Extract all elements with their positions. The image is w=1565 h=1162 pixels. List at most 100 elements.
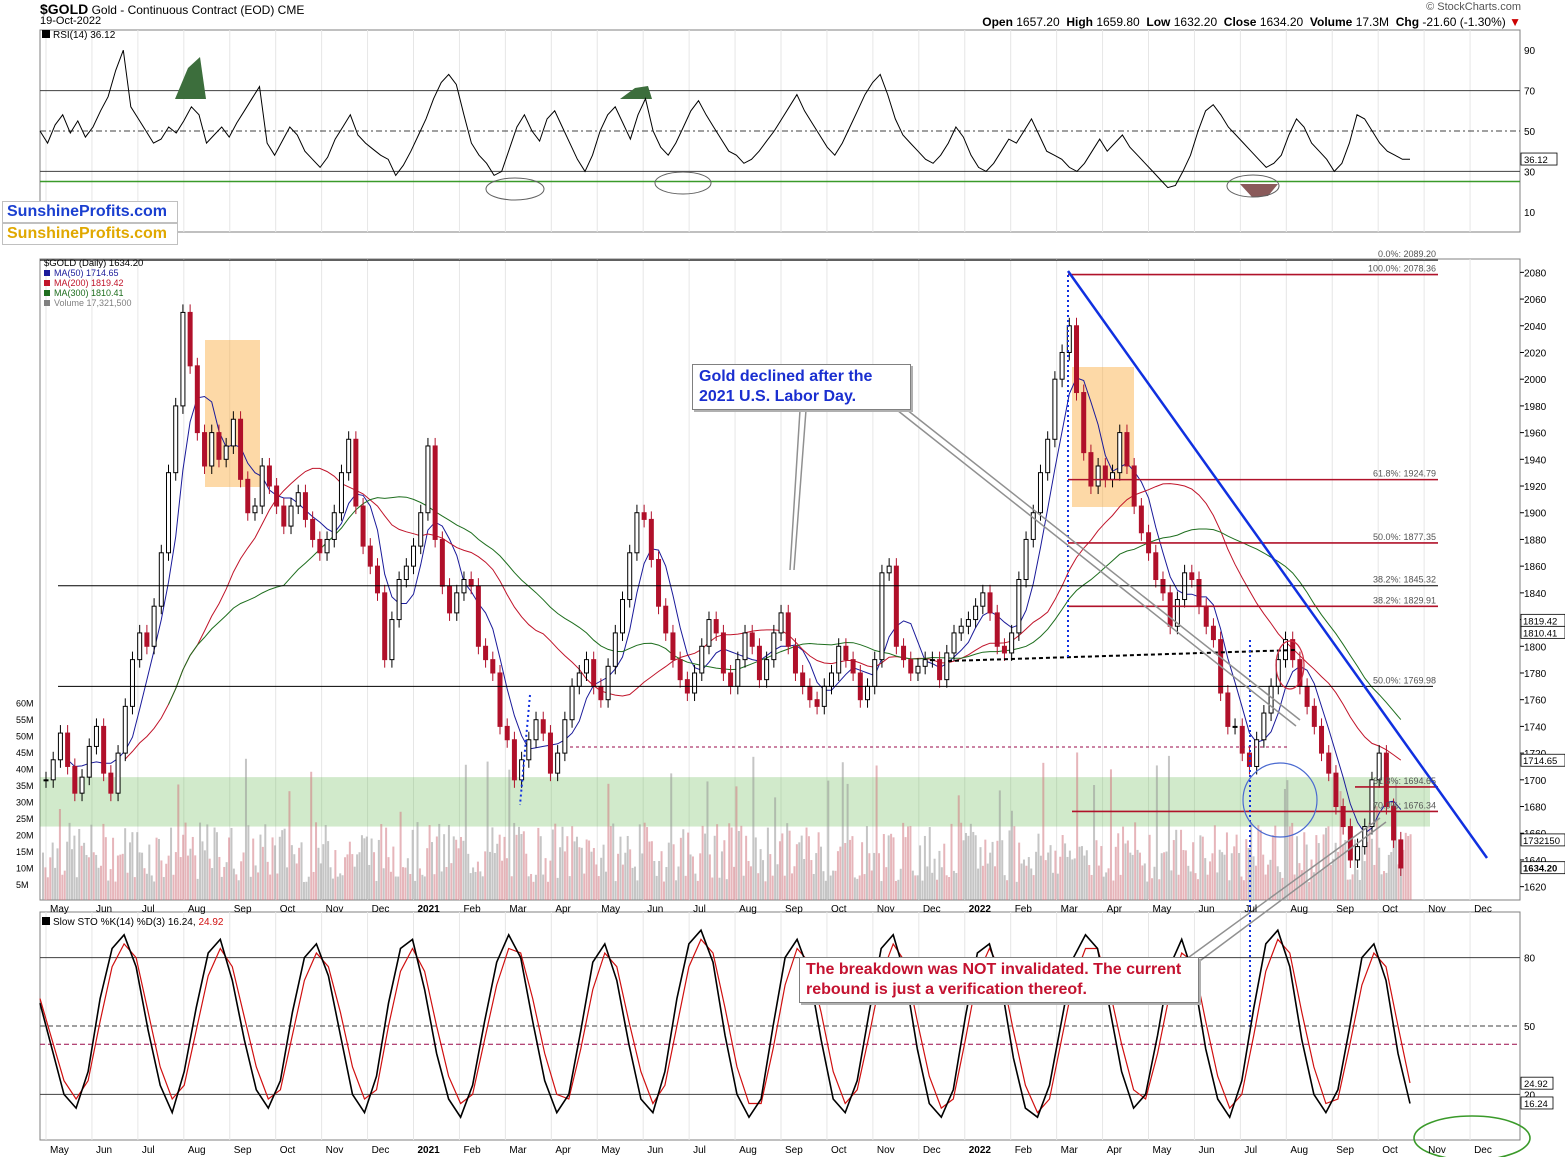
volume-bar (1095, 840, 1098, 900)
candle-body (1391, 806, 1397, 841)
volume-bar (1252, 856, 1255, 900)
y-tick-label: 2020 (1524, 348, 1547, 359)
brand-text-blue: SunshineProfits.com (7, 203, 168, 220)
sto-k-line (39, 928, 1411, 1120)
volume-bar (56, 848, 59, 900)
candle-body (1383, 752, 1389, 808)
chg-label: Chg (1395, 15, 1420, 29)
volume-bar (730, 827, 733, 900)
volume-bar (423, 876, 426, 900)
rsi-overbought-fill (620, 86, 652, 99)
candle-body (843, 645, 849, 661)
candle-body (1095, 465, 1101, 487)
candle-body (490, 659, 496, 674)
volume-bar (339, 873, 342, 900)
y-tick-label: 2040 (1524, 322, 1547, 333)
x-tick-label: Sep (1336, 904, 1354, 915)
candle-body (1398, 839, 1404, 869)
candle-body (1333, 772, 1339, 808)
volume-bar (498, 834, 501, 900)
volume-bar (979, 847, 982, 900)
volume-bar (1167, 755, 1170, 900)
volume-bar (1404, 832, 1407, 900)
volume-bar (1180, 829, 1183, 900)
volume-tick-label: 15M (16, 847, 34, 857)
candle-body (1059, 351, 1065, 380)
volume-bar (124, 828, 127, 900)
volume-bar (658, 860, 661, 900)
volume-bar (911, 870, 914, 900)
volume-bar (1013, 826, 1016, 900)
volume-bar (1199, 835, 1202, 900)
volume-bar (298, 847, 301, 900)
volume-bar (1080, 846, 1083, 900)
volume-bar (897, 879, 900, 900)
volume-bar (716, 824, 719, 900)
volume-bar (435, 836, 438, 900)
annotation-breakdown: The breakdown was NOT invalidated. The c… (799, 957, 1199, 1003)
volume-bar (329, 867, 332, 900)
candle-body (439, 538, 445, 587)
sto-value-badge-box (1520, 1096, 1554, 1110)
volume-bar (1083, 855, 1086, 900)
chart-header: $GOLD Gold - Continuous Contract (EOD) C… (40, 1, 304, 17)
volume-bar (699, 853, 702, 900)
volume-bar (1293, 874, 1296, 900)
volume-bar (534, 874, 537, 900)
volume-bar (1078, 846, 1081, 900)
fib-level-label: 100.0%: 2078.36 (1368, 264, 1436, 274)
volume-tick-label: 35M (16, 781, 34, 791)
candle-body (1203, 605, 1209, 627)
volume-bar (223, 866, 226, 900)
volume-bar (788, 830, 791, 900)
rsi-y-tick-label: 10 (1524, 208, 1536, 219)
candle-body (101, 725, 107, 774)
candle-body (115, 752, 121, 794)
volume-bar (621, 864, 624, 900)
volume-bar (351, 854, 354, 900)
volume-bar (1346, 879, 1349, 900)
volume-bar (1136, 849, 1139, 900)
candle-body (238, 418, 244, 480)
candle-body (1138, 505, 1144, 534)
volume-bar (358, 852, 361, 900)
rsi-highlight-ellipse (1226, 174, 1280, 198)
volume-bar (1387, 854, 1390, 900)
volume-bar (63, 870, 66, 900)
candle-body (555, 752, 561, 774)
volume-bar (824, 880, 827, 900)
y-tick-label: 1860 (1524, 562, 1547, 573)
volume-bar (575, 836, 578, 900)
candle-body (331, 512, 337, 540)
y-tick-label: 2080 (1524, 268, 1547, 279)
volume-bar (1407, 835, 1410, 900)
contract-name: Gold - Continuous Contract (EOD) (91, 3, 275, 17)
volume-bar (783, 875, 786, 900)
candle-body (310, 518, 316, 540)
volume-bar (885, 867, 888, 900)
volume-bar (402, 867, 405, 900)
volume-bar (365, 836, 368, 900)
candle-body (764, 659, 770, 681)
volume-bar (839, 846, 842, 900)
brand-label-blue: SunshineProfits.com (2, 201, 178, 223)
volume-bar (404, 867, 407, 900)
volume-bar (754, 837, 757, 900)
volume-bar (1354, 839, 1357, 900)
x-tick-label: Nov (1428, 1145, 1446, 1156)
volume-bar (1143, 863, 1146, 900)
volume-bar (604, 871, 607, 900)
volume-bar (863, 874, 866, 900)
volume-bar (1322, 834, 1325, 900)
volume-bar (1209, 861, 1212, 900)
volume-bar (972, 831, 975, 900)
candle-body (129, 659, 135, 707)
volume-bar (655, 875, 658, 900)
rsi-overbought-fill (175, 57, 206, 99)
volume-bar (742, 875, 745, 900)
volume-bar (957, 795, 960, 900)
x-tick-label: Aug (188, 1145, 206, 1156)
low-label: Low (1146, 15, 1171, 29)
volume-bar (1018, 842, 1021, 900)
candle-body (1210, 625, 1216, 641)
